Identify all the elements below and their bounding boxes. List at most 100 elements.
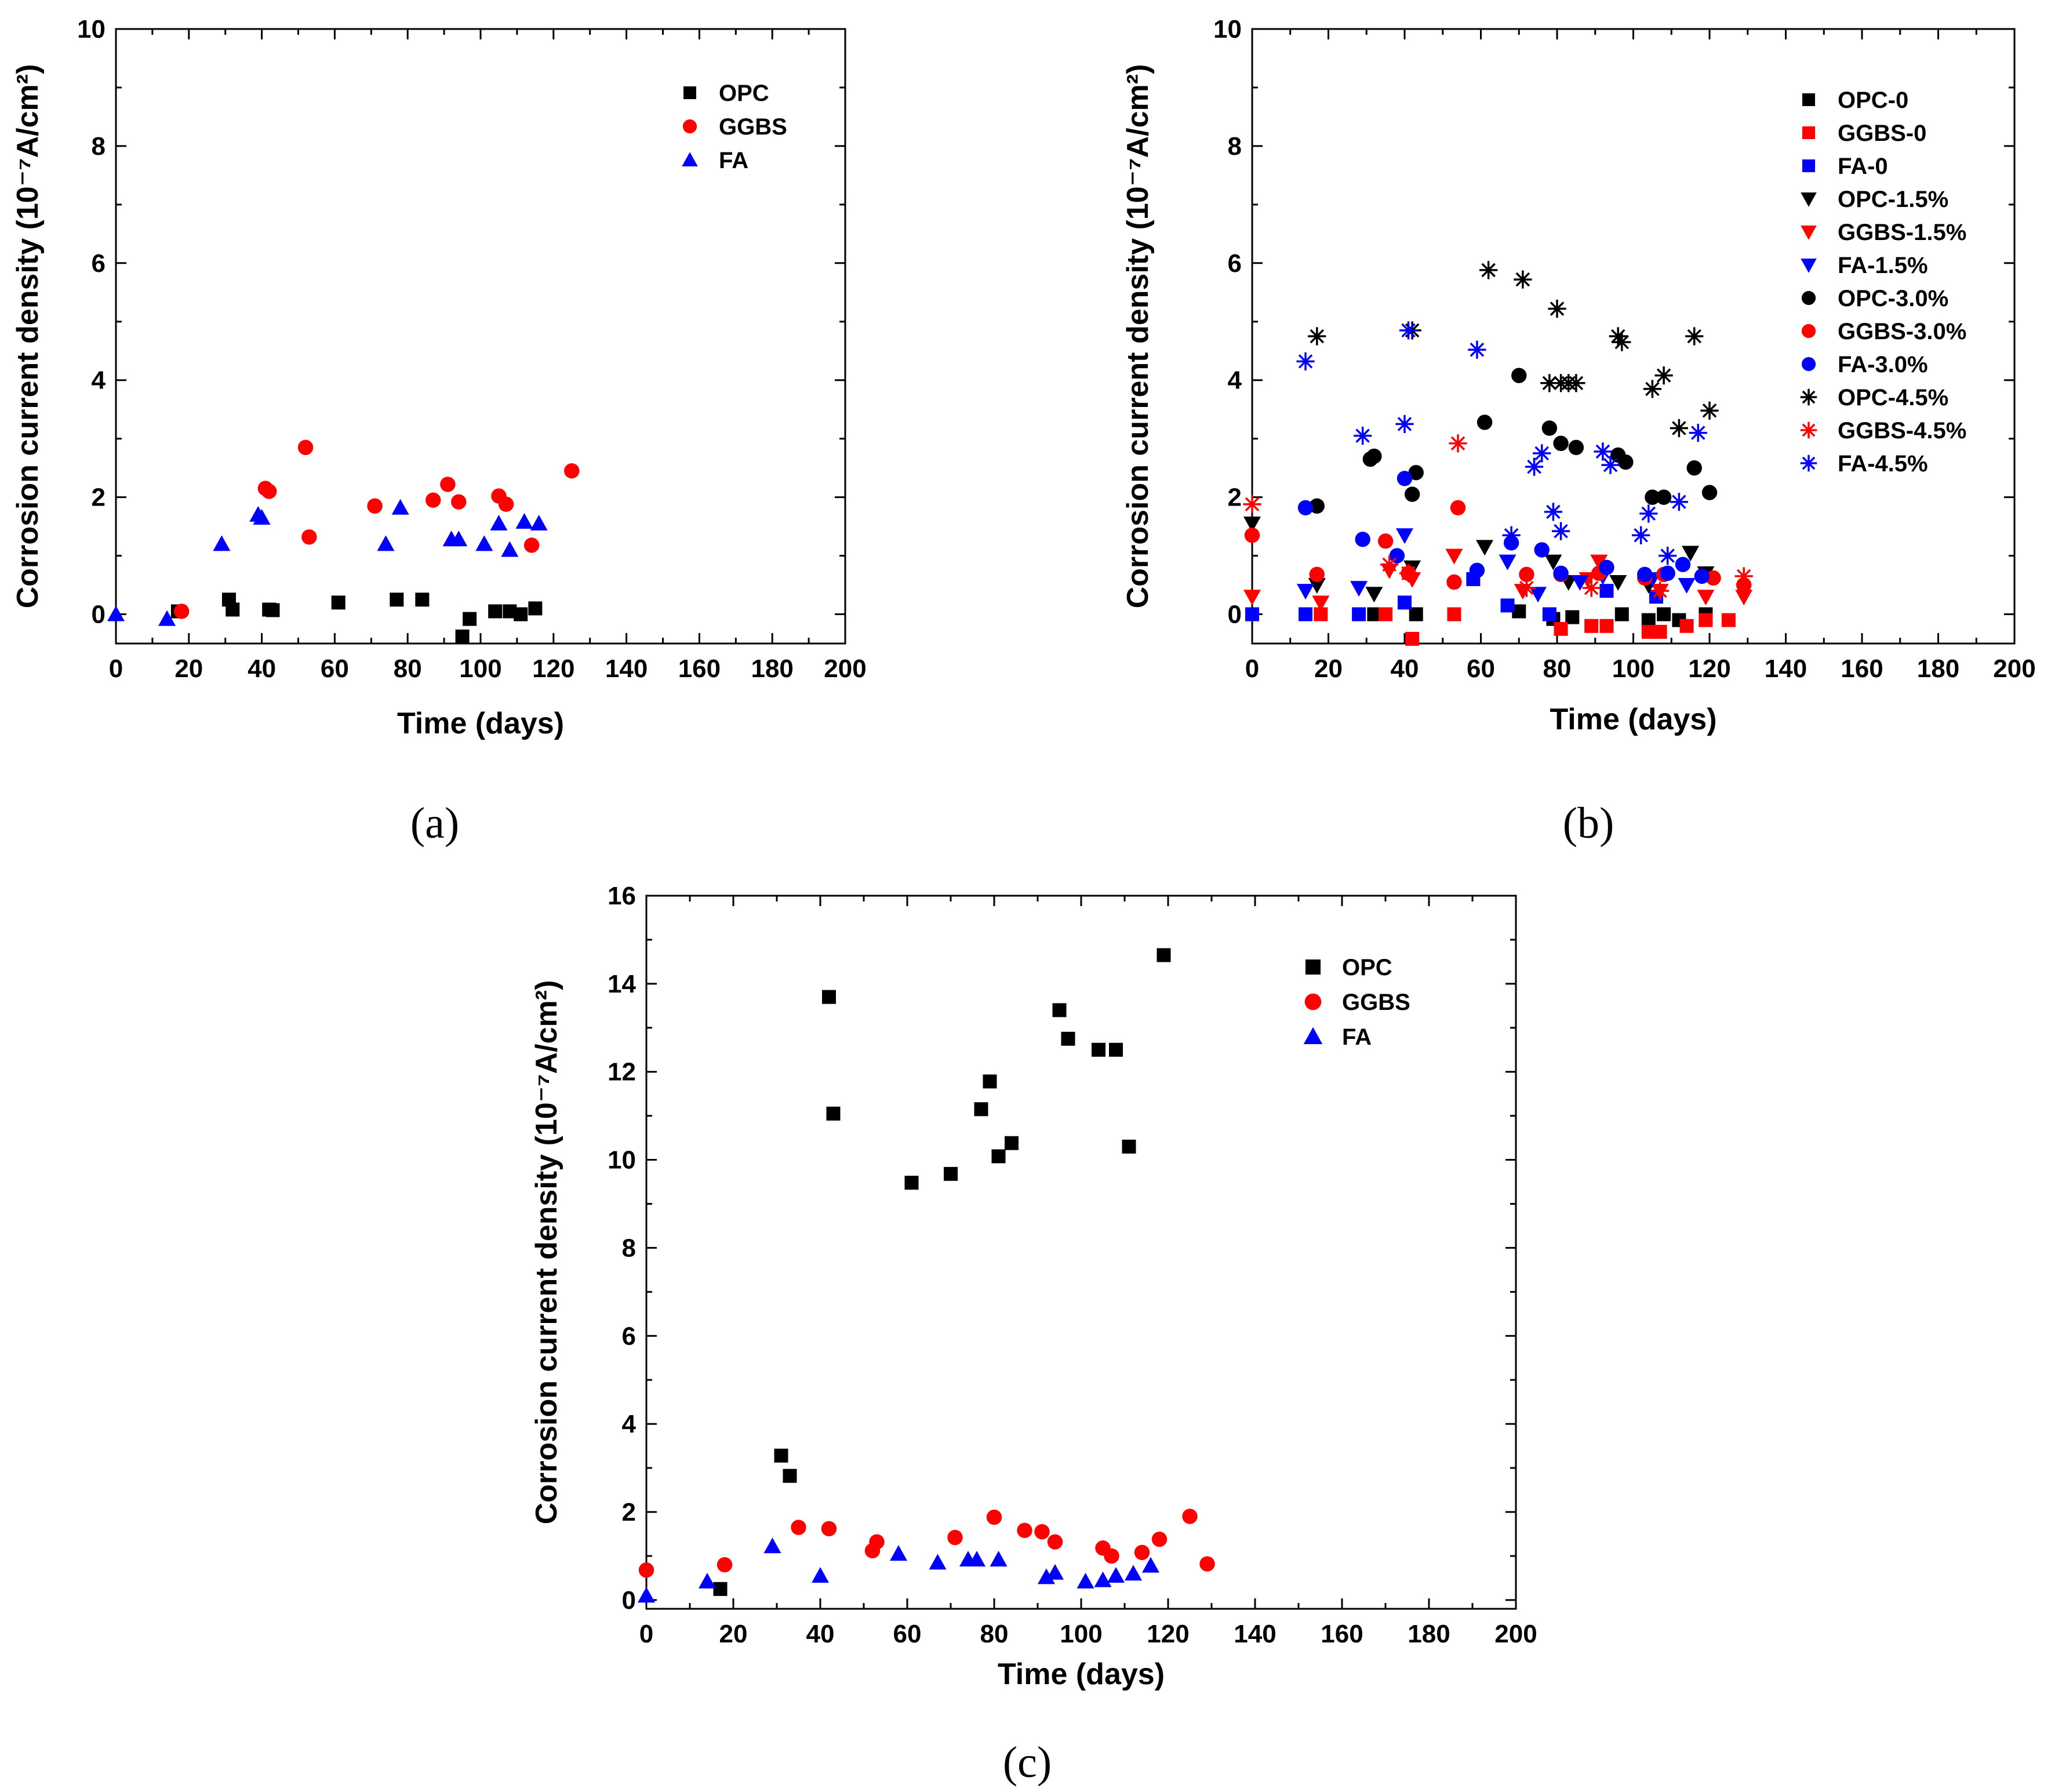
data-point: [1571, 575, 1589, 591]
data-point: [1670, 419, 1688, 438]
data-point: [1590, 554, 1608, 570]
data-point: [983, 1074, 997, 1089]
data-point: [1408, 465, 1424, 481]
data-point: [1542, 607, 1556, 621]
data-point: [1366, 448, 1382, 464]
x-tick-label: 60: [893, 1620, 922, 1648]
data-point: [1398, 595, 1412, 610]
data-point: [821, 1521, 837, 1537]
y-tick-label: 10: [608, 1146, 636, 1175]
data-point: [1678, 578, 1696, 594]
data-point: [990, 1550, 1008, 1566]
data-point: [1686, 460, 1702, 476]
data-point: [1645, 489, 1660, 505]
data-point: [174, 604, 190, 619]
x-tick-label: 140: [605, 655, 648, 683]
data-point: [1352, 607, 1366, 621]
legend-marker: [1800, 455, 1817, 472]
y-tick-label: 2: [1228, 484, 1242, 512]
data-point: [890, 1545, 907, 1561]
data-point: [1514, 270, 1532, 289]
chart-panel-1: 0 20 40 60 80 100 120 140 160 180 200 0 2 4 6 8 10 Time (…: [11, 15, 867, 848]
data-point: [1675, 557, 1691, 572]
legend-entry: OPC-1.5%: [1838, 187, 1948, 212]
x-tick-label: 0: [639, 1620, 653, 1648]
legend-marker: [1801, 226, 1817, 240]
legend-entry: OPC-0: [1838, 88, 1908, 113]
y-tick-label: 12: [608, 1058, 636, 1086]
data-point: [947, 1529, 963, 1546]
legend-marker: [1304, 993, 1322, 1011]
data-point: [440, 477, 456, 492]
data-point: [1061, 1031, 1075, 1046]
x-tick-label: 120: [1688, 655, 1730, 683]
data-point: [1297, 500, 1314, 515]
x-axis-label: Time (days): [1550, 703, 1716, 736]
x-tick-label: 100: [1612, 655, 1654, 683]
x-tick-label: 200: [824, 655, 866, 683]
data-point: [1142, 1557, 1159, 1573]
data-point: [1182, 1509, 1198, 1524]
data-point: [1446, 574, 1462, 590]
data-point: [1469, 562, 1485, 579]
chart-panel-3: 0 20 40 60 80 100 120 140 160 180 200 0 2 4 6 8 10 12 14 16…: [530, 882, 1537, 1787]
x-tick-label: 100: [1060, 1620, 1102, 1648]
x-tick-label: 160: [1841, 655, 1883, 683]
series-GGBS-3.0%: [1244, 500, 1752, 593]
data-point: [717, 1557, 733, 1573]
data-point: [1653, 624, 1667, 639]
data-point: [1350, 581, 1368, 597]
x-tick-label: 180: [1917, 655, 1959, 683]
legend-marker: [1303, 1027, 1323, 1044]
data-point: [1397, 471, 1413, 486]
legend-entry: GGBS-3.0%: [1838, 319, 1966, 344]
y-axis-label: Corrosion current density (10⁻⁷A/cm²): [11, 64, 45, 609]
y-axis-label: Corrosion current density (10⁻⁷A/cm²): [530, 980, 563, 1525]
data-point: [1109, 1042, 1123, 1057]
data-point: [1199, 1556, 1215, 1572]
data-point: [1296, 352, 1315, 371]
data-point: [158, 610, 176, 626]
data-point: [455, 629, 470, 644]
data-point: [1104, 1548, 1119, 1564]
legend-marker: [682, 119, 697, 134]
data-point: [1548, 299, 1566, 318]
data-point: [1613, 333, 1631, 351]
y-tick-label: 10: [1213, 15, 1242, 43]
data-point: [501, 541, 519, 557]
legend-entry: OPC-3.0%: [1838, 286, 1948, 311]
data-point: [1697, 590, 1715, 606]
legend-marker: [1802, 159, 1815, 172]
data-point: [1659, 546, 1677, 565]
data-point: [1694, 568, 1710, 584]
series-GGBS: [174, 439, 580, 619]
data-point: [1637, 566, 1653, 583]
data-point: [1679, 619, 1694, 633]
data-point: [1599, 619, 1614, 633]
data-point: [1395, 415, 1414, 434]
data-point: [1517, 579, 1536, 597]
y-tick-label: 2: [92, 484, 106, 512]
x-axis-label: Time (days): [397, 707, 564, 740]
data-point: [1699, 613, 1713, 627]
data-point: [699, 1572, 716, 1589]
data-point: [367, 498, 383, 514]
data-point: [991, 1149, 1006, 1164]
data-point: [1544, 503, 1563, 521]
data-point: [1639, 504, 1658, 523]
data-point: [1735, 590, 1753, 606]
data-point: [1502, 526, 1521, 544]
y-tick-label: 10: [77, 15, 106, 43]
data-point: [1409, 607, 1423, 621]
data-point: [1599, 559, 1614, 575]
data-point: [564, 463, 580, 479]
series-GGBS-4.5%: [1243, 434, 1753, 600]
y-tick-label: 0: [622, 1586, 636, 1615]
chart-panel-2: 0 20 40 60 80 100 120 140 160 180 200 0 2 4 6 8 10 Time (…: [1121, 15, 2036, 848]
data-point: [1017, 1522, 1032, 1539]
data-point: [1641, 613, 1656, 627]
x-tick-label: 0: [1245, 655, 1259, 683]
data-point: [904, 1176, 919, 1190]
data-point: [974, 1102, 988, 1117]
data-point: [1299, 607, 1313, 621]
